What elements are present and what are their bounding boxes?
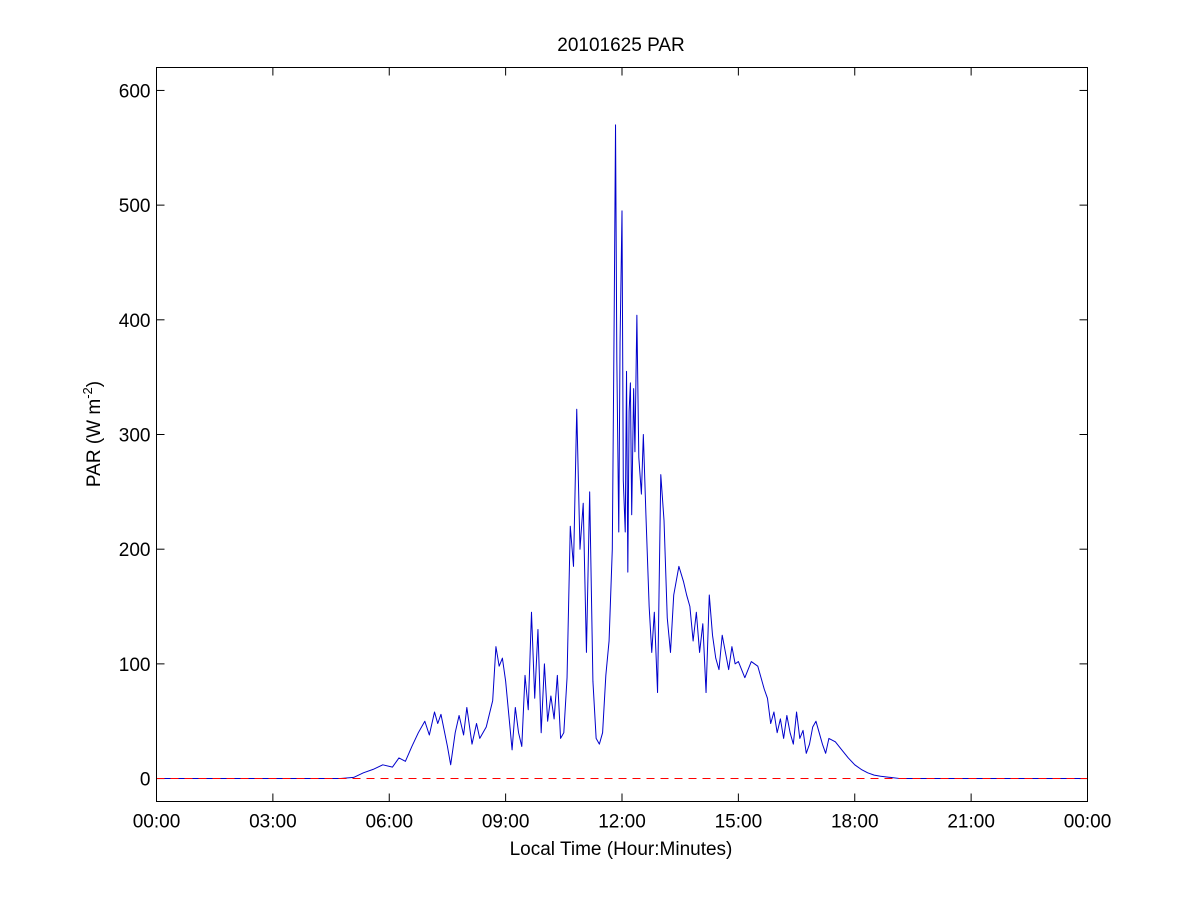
y-tick-label: 300 <box>119 426 151 447</box>
x-tick-label: 18:00 <box>831 812 879 833</box>
x-tick-label: 03:00 <box>249 812 297 833</box>
x-tick-label: 09:00 <box>482 812 530 833</box>
y-axis-label-suffix: ) <box>84 381 105 387</box>
x-tick-label: 12:00 <box>598 812 646 833</box>
x-axis-label: Local Time (Hour:Minutes) <box>510 839 733 860</box>
y-tick-label: 100 <box>119 655 151 676</box>
par-series-line <box>156 124 1088 780</box>
series-group <box>156 124 1088 780</box>
x-tick-label: 15:00 <box>715 812 763 833</box>
y-axis-label: PAR (W m-2) <box>80 381 105 487</box>
plot-frame <box>156 67 1088 802</box>
y-tick-label: 0 <box>140 770 151 791</box>
y-axis: 0 100 200 300 400 500 600 <box>119 81 1088 791</box>
x-tick-label: 00:00 <box>133 812 181 833</box>
x-tick-label: 00:00 <box>1064 812 1112 833</box>
y-axis-label-superscript: -2 <box>80 387 95 399</box>
y-axis-label-prefix: PAR (W m <box>84 399 105 487</box>
x-tick-label: 21:00 <box>947 812 995 833</box>
y-tick-label: 200 <box>119 540 151 561</box>
x-tick-label: 06:00 <box>365 812 413 833</box>
y-tick-label: 600 <box>119 81 151 102</box>
y-tick-label: 500 <box>119 196 151 217</box>
y-tick-label: 400 <box>119 311 151 332</box>
chart-title: 20101625 PAR <box>557 35 684 56</box>
x-axis: 00:00 03:00 06:00 09:00 12:00 15:00 18:00 21:00… <box>133 67 1112 833</box>
